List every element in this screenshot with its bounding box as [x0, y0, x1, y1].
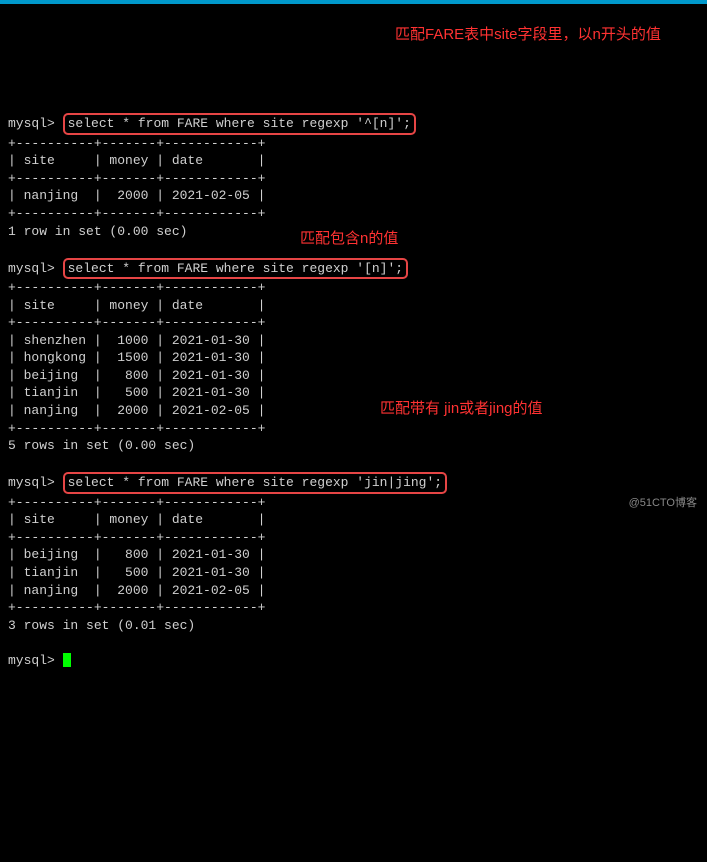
table-border: +----------+-------+------------+: [8, 495, 265, 510]
annotation-3: 匹配带有 jin或者jing的值: [380, 398, 630, 419]
query-1-highlight: select * from FARE where site regexp '^[…: [63, 113, 416, 135]
annotation-1: 匹配FARE表中site字段里，以n开头的值: [395, 24, 675, 45]
table-row: | nanjing | 2000 | 2021-02-05 |: [8, 188, 265, 203]
table-row: | nanjing | 2000 | 2021-02-05 |: [8, 403, 265, 418]
table-header: | site | money | date |: [8, 153, 265, 168]
cursor[interactable]: [63, 653, 71, 667]
watermark: @51CTO博客: [629, 496, 697, 511]
table-border: +----------+-------+------------+: [8, 280, 265, 295]
table-row: | shenzhen | 1000 | 2021-01-30 |: [8, 333, 265, 348]
table-border: +----------+-------+------------+: [8, 136, 265, 151]
window-top-border: [0, 0, 707, 4]
table-header: | site | money | date |: [8, 298, 265, 313]
table-border: +----------+-------+------------+: [8, 206, 265, 221]
result-summary: 1 row in set (0.00 sec): [8, 224, 187, 239]
table-row: | tianjin | 500 | 2021-01-30 |: [8, 385, 265, 400]
table-border: +----------+-------+------------+: [8, 530, 265, 545]
mysql-prompt: mysql>: [8, 116, 55, 131]
mysql-prompt: mysql>: [8, 475, 55, 490]
table-border: +----------+-------+------------+: [8, 315, 265, 330]
result-summary: 3 rows in set (0.01 sec): [8, 618, 195, 633]
table-border: +----------+-------+------------+: [8, 171, 265, 186]
table-row: | nanjing | 2000 | 2021-02-05 |: [8, 583, 265, 598]
table-border: +----------+-------+------------+: [8, 421, 265, 436]
query-3-highlight: select * from FARE where site regexp 'ji…: [63, 472, 447, 494]
table-row: | beijing | 800 | 2021-01-30 |: [8, 368, 265, 383]
annotation-2: 匹配包含n的值: [300, 228, 500, 249]
table-row: | hongkong | 1500 | 2021-01-30 |: [8, 350, 265, 365]
result-summary: 5 rows in set (0.00 sec): [8, 438, 195, 453]
terminal-content: mysql> select * from FARE where site reg…: [8, 113, 699, 669]
mysql-prompt: mysql>: [8, 653, 55, 668]
table-border: +----------+-------+------------+: [8, 600, 265, 615]
mysql-prompt: mysql>: [8, 261, 55, 276]
table-row: | tianjin | 500 | 2021-01-30 |: [8, 565, 265, 580]
query-2-highlight: select * from FARE where site regexp '[n…: [63, 258, 408, 280]
table-row: | beijing | 800 | 2021-01-30 |: [8, 547, 265, 562]
